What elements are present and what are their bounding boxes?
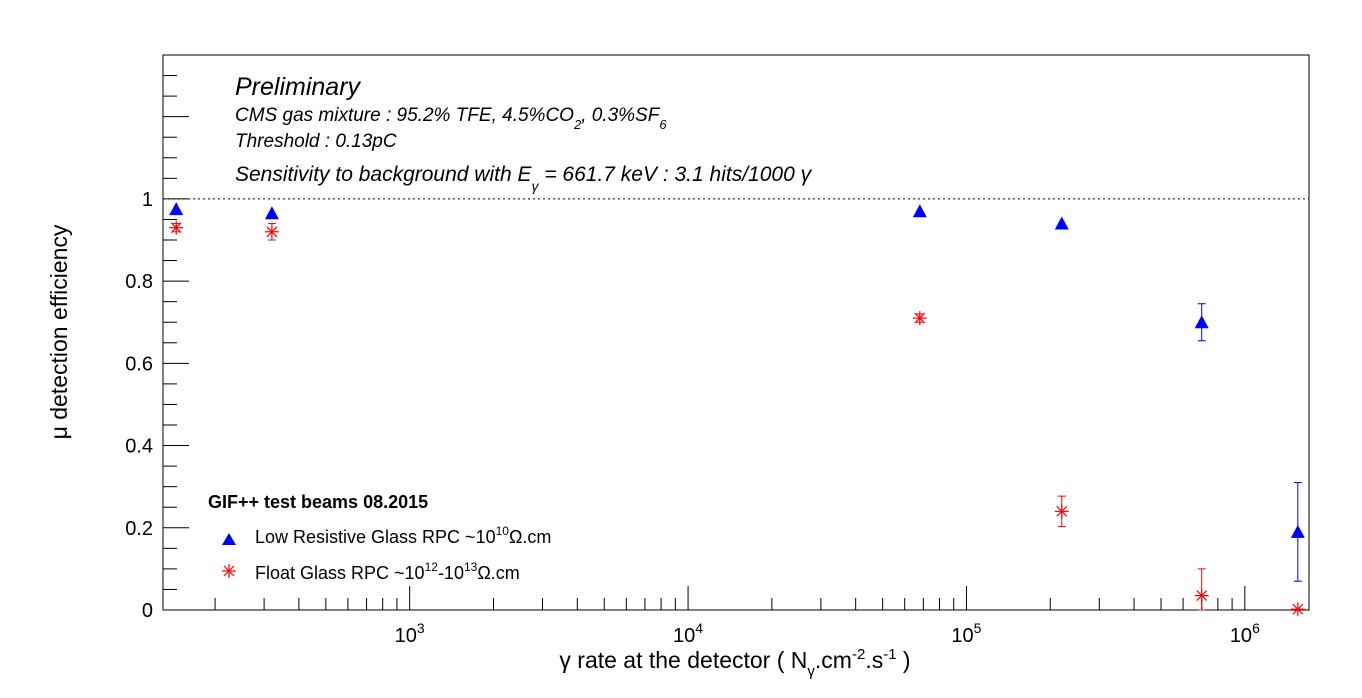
star-stroke	[1196, 590, 1208, 602]
legend-title: GIF++ test beams 08.2015	[208, 492, 428, 512]
star-data-point	[264, 223, 279, 241]
x-tick-label: 106	[1230, 620, 1260, 647]
y-tick-label: 0.2	[125, 518, 153, 540]
sensitivity-label: Sensitivity to background with Eγ = 661.…	[235, 163, 813, 194]
star-stroke	[170, 222, 182, 234]
triangle-marker	[169, 202, 184, 216]
triangle-marker	[1290, 524, 1305, 538]
star-stroke	[914, 312, 926, 324]
triangle-marker	[912, 204, 927, 218]
y-axis: 0 0.2 0.4 0.6 0.8 1	[125, 75, 189, 622]
data-points	[169, 202, 1305, 617]
star-data-point	[912, 311, 927, 326]
star-data-point	[1290, 602, 1305, 617]
y-tick-label: 0.4	[125, 436, 153, 458]
plot-frame	[162, 54, 1310, 611]
x-tick-label: 104	[673, 620, 703, 647]
star-stroke	[266, 226, 278, 238]
star-data-point	[1194, 568, 1209, 611]
y-tick-label: 1	[142, 189, 153, 211]
triangle-data-point	[912, 204, 927, 218]
legend-triangle-marker	[222, 533, 236, 545]
triangle-data-point	[169, 202, 184, 216]
triangle-data-point	[1290, 482, 1305, 582]
triangle-data-point	[1194, 303, 1209, 342]
triangle-marker	[1054, 216, 1069, 230]
star-data-point	[1054, 495, 1069, 528]
triangle-data-point	[1054, 216, 1069, 230]
legend: GIF++ test beams 08.2015 Low Resistive G…	[208, 492, 551, 583]
star-stroke	[1056, 505, 1068, 517]
triangle-marker	[264, 206, 279, 220]
legend-entry-low-resistive: Low Resistive Glass RPC ~1010Ω.cm	[255, 524, 551, 547]
x-axis-title: γ rate at the detector ( Nγ.cm-2.s-1 )	[559, 646, 910, 680]
y-axis-title: μ detection efficiency	[46, 224, 72, 439]
triangle-marker	[1194, 315, 1209, 329]
x-tick-label: 103	[395, 620, 425, 647]
y-tick-label: 0	[142, 600, 153, 622]
triangle-data-point	[264, 206, 279, 220]
x-axis: 103 104 105 106	[214, 586, 1260, 647]
y-tick-label: 0.6	[125, 353, 153, 375]
gas-mixture-label: CMS gas mixture : 95.2% TFE, 4.5%CO2, 0.…	[235, 105, 667, 132]
preliminary-label: Preliminary	[235, 73, 362, 101]
threshold-label: Threshold : 0.13pC	[235, 131, 397, 152]
legend-star-marker	[222, 564, 236, 578]
x-tick-label: 105	[951, 620, 981, 647]
legend-entry-float-glass: Float Glass RPC ~1012-1013Ω.cm	[255, 560, 520, 583]
y-tick-label: 0.8	[125, 271, 153, 293]
star-data-point	[169, 220, 184, 235]
star-stroke	[1292, 603, 1304, 615]
